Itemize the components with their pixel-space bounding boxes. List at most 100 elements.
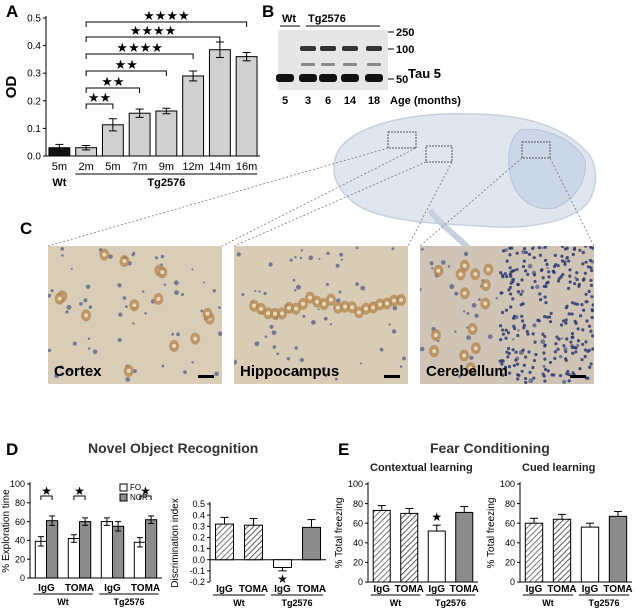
band-faint bbox=[301, 63, 315, 66]
granule-cell bbox=[524, 380, 528, 384]
brain-outline bbox=[47, 113, 597, 250]
neuron-nucleus bbox=[266, 311, 270, 316]
nucleus bbox=[272, 345, 277, 349]
x-tick-label: IgG bbox=[428, 584, 445, 595]
granule-cell bbox=[532, 273, 537, 277]
neuron-nucleus bbox=[205, 311, 210, 316]
nucleus bbox=[339, 252, 344, 257]
nucleus bbox=[160, 254, 165, 259]
granule-cell bbox=[543, 258, 548, 262]
granule-cell bbox=[584, 246, 588, 248]
granule-cell bbox=[533, 340, 537, 344]
nucleus bbox=[558, 354, 563, 359]
granule-cell bbox=[589, 278, 593, 282]
neuron-nucleus bbox=[122, 259, 127, 264]
granule-cell bbox=[528, 370, 532, 374]
chart-e-contextual: 0 20 40 60 80 100% Total freezing IgG TOMA IgG TO… bbox=[334, 479, 479, 608]
nucleus bbox=[388, 323, 391, 326]
granule-cell bbox=[553, 264, 557, 269]
granule-cell bbox=[514, 350, 518, 354]
granule-cell bbox=[543, 334, 547, 339]
granule-cell bbox=[511, 316, 516, 320]
blot-age-3: 3 bbox=[305, 95, 311, 107]
granule-cell bbox=[564, 321, 568, 325]
group-label: Wt bbox=[233, 598, 245, 608]
granule-cell bbox=[587, 289, 591, 294]
nucleus bbox=[338, 290, 342, 294]
bar bbox=[67, 538, 80, 579]
granule-cell bbox=[555, 335, 559, 339]
nucleus bbox=[60, 247, 65, 251]
granule-cell bbox=[550, 373, 554, 377]
tissue-background bbox=[234, 246, 408, 384]
scale-bar bbox=[570, 375, 586, 378]
granule-cell bbox=[570, 332, 574, 336]
granule-cell bbox=[590, 309, 594, 313]
nucleus bbox=[292, 278, 296, 282]
y-tick-label: 0 bbox=[510, 577, 515, 587]
neuron-nucleus bbox=[486, 267, 491, 272]
bar bbox=[608, 515, 628, 583]
nucleus bbox=[88, 305, 93, 309]
x-tick-label: IgG bbox=[274, 584, 291, 595]
nucleus bbox=[254, 289, 257, 293]
granule-cell bbox=[557, 337, 561, 341]
scale-bar bbox=[198, 375, 214, 378]
nucleus bbox=[60, 372, 64, 376]
granule-cell bbox=[591, 334, 594, 338]
granule-cell bbox=[560, 259, 565, 263]
nucleus bbox=[263, 291, 267, 296]
granule-cell bbox=[519, 292, 523, 296]
nucleus bbox=[144, 311, 147, 315]
bar bbox=[400, 512, 419, 583]
nucleus bbox=[48, 293, 52, 298]
marker-250: 250 bbox=[396, 27, 414, 39]
y-tick-label: 0.3 bbox=[27, 69, 41, 80]
nucleus bbox=[532, 323, 537, 328]
granule-cell bbox=[565, 372, 569, 376]
y-tick-label: 60 bbox=[353, 518, 363, 528]
band-100kda bbox=[300, 46, 316, 51]
granule-cell bbox=[564, 318, 568, 322]
granule-cell bbox=[501, 275, 505, 279]
granule-cell bbox=[578, 367, 582, 371]
bar bbox=[133, 541, 146, 579]
granule-cell bbox=[515, 251, 519, 255]
band-50kda bbox=[299, 74, 317, 82]
panel-letter-b: B bbox=[262, 2, 275, 21]
granule-cell bbox=[509, 281, 513, 285]
significance-bracket bbox=[139, 495, 152, 500]
nucleus bbox=[466, 335, 471, 341]
nucleus bbox=[535, 284, 540, 290]
roi-cerebellum bbox=[521, 141, 551, 159]
granule-cell bbox=[532, 256, 536, 260]
nucleus bbox=[132, 322, 135, 325]
granule-cell bbox=[577, 282, 581, 287]
y-tick-label: 100 bbox=[348, 479, 363, 489]
group-label: Tg2576 bbox=[113, 597, 144, 607]
granule-cell bbox=[578, 314, 583, 318]
x-tick-label: IgG bbox=[38, 583, 55, 594]
nucleus bbox=[542, 364, 546, 368]
nucleus bbox=[360, 285, 366, 291]
granule-cell bbox=[545, 281, 549, 285]
nucleus bbox=[471, 303, 477, 308]
nucleus bbox=[441, 260, 446, 265]
granule-cell bbox=[505, 259, 509, 263]
granule-cell bbox=[541, 332, 545, 336]
granule-cell bbox=[588, 365, 592, 369]
granule-cell bbox=[521, 348, 525, 352]
y-tick-label: 0.5 bbox=[27, 14, 41, 25]
y-tick-label: 100 bbox=[500, 479, 515, 489]
granule-cell bbox=[560, 246, 565, 249]
granule-cell bbox=[586, 265, 591, 269]
neuron-nucleus bbox=[462, 353, 467, 358]
x-tick-label: 7m bbox=[132, 161, 147, 173]
neuron-nucleus bbox=[399, 297, 403, 302]
nucleus bbox=[540, 339, 546, 345]
granule-cell bbox=[530, 285, 534, 290]
granule-cell bbox=[501, 332, 506, 336]
granule-cell bbox=[543, 246, 547, 249]
bar bbox=[372, 509, 391, 583]
y-tick-label: 20 bbox=[353, 558, 363, 568]
